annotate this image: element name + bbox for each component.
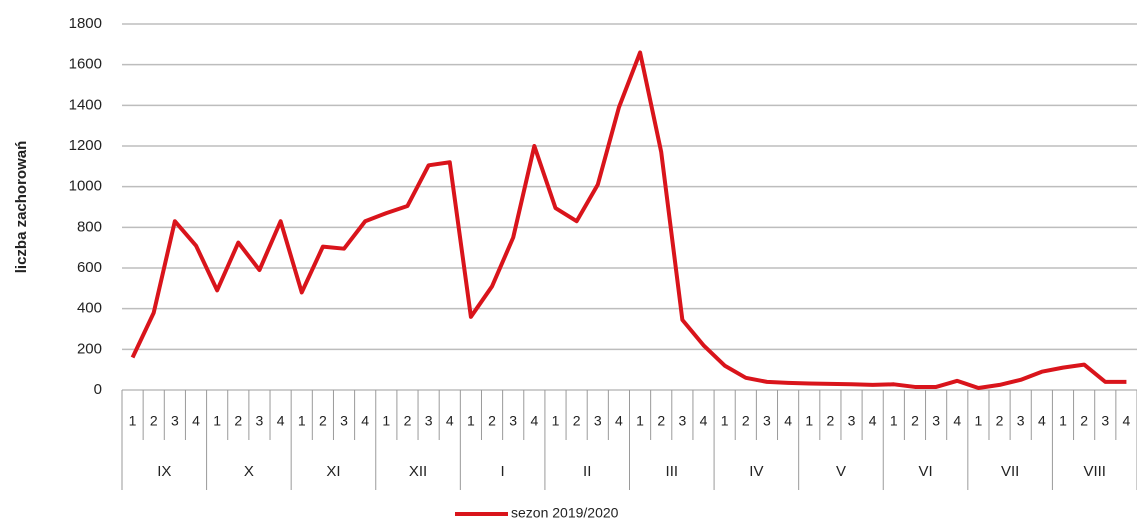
x-tick-label: 3 [425, 413, 433, 429]
x-tick-label: 4 [446, 413, 454, 429]
y-tick-label: 1000 [69, 178, 102, 195]
y-tick-label: 600 [77, 259, 102, 276]
x-tick-label: 3 [171, 413, 179, 429]
x-tick-label: 1 [975, 413, 983, 429]
x-group-label: IX [157, 463, 171, 480]
x-tick-label: 2 [234, 413, 242, 429]
x-tick-label: 3 [594, 413, 602, 429]
x-tick-label: 4 [953, 413, 961, 429]
x-tick-label: 3 [256, 413, 264, 429]
x-tick-label: 2 [404, 413, 412, 429]
x-group-label: VII [1001, 463, 1019, 480]
x-tick-label: 1 [467, 413, 475, 429]
x-tick-label: 2 [657, 413, 665, 429]
x-tick-label: 1 [298, 413, 306, 429]
x-group-label: V [836, 463, 846, 480]
x-tick-label: 4 [1038, 413, 1046, 429]
y-tick-label: 400 [77, 300, 102, 317]
y-tick-label: 200 [77, 340, 102, 357]
x-tick-label: 2 [1080, 413, 1088, 429]
x-tick-label: 1 [382, 413, 390, 429]
x-group-label: VI [918, 463, 932, 480]
x-tick-label: 2 [742, 413, 750, 429]
x-tick-label: 3 [763, 413, 771, 429]
x-tick-label: 1 [890, 413, 898, 429]
x-tick-label: 1 [721, 413, 729, 429]
x-tick-label: 3 [932, 413, 940, 429]
x-group-label: II [583, 463, 591, 480]
x-tick-label: 3 [678, 413, 686, 429]
x-tick-label: 3 [848, 413, 856, 429]
y-tick-label: 1400 [69, 96, 102, 113]
y-tick-label: 1800 [69, 15, 102, 32]
x-tick-label: 1 [805, 413, 813, 429]
x-tick-label: 2 [150, 413, 158, 429]
x-tick-label: 2 [911, 413, 919, 429]
x-tick-label: 4 [361, 413, 369, 429]
x-tick-label: 2 [319, 413, 327, 429]
x-tick-label: 2 [826, 413, 834, 429]
x-group-label: I [501, 463, 505, 480]
x-tick-label: 3 [340, 413, 348, 429]
x-tick-label: 4 [700, 413, 708, 429]
x-group-label: XI [326, 463, 340, 480]
y-tick-label: 1200 [69, 137, 102, 154]
y-tick-label: 1600 [69, 56, 102, 73]
x-tick-label: 4 [277, 413, 285, 429]
x-group-label: VIII [1083, 463, 1106, 480]
x-tick-label: 1 [213, 413, 221, 429]
x-tick-label: 1 [552, 413, 560, 429]
x-tick-label: 3 [1017, 413, 1025, 429]
x-group-label: X [244, 463, 254, 480]
x-tick-label: 3 [1101, 413, 1109, 429]
x-tick-label: 4 [784, 413, 792, 429]
y-tick-label: 800 [77, 218, 102, 235]
x-tick-label: 2 [573, 413, 581, 429]
legend-label: sezon 2019/2020 [511, 505, 619, 521]
x-tick-label: 4 [615, 413, 623, 429]
x-tick-label: 1 [636, 413, 644, 429]
x-tick-label: 4 [869, 413, 877, 429]
y-axis-label: liczba zachorowań [13, 141, 30, 274]
x-tick-label: 2 [488, 413, 496, 429]
x-group-label: III [666, 463, 679, 480]
y-tick-label: 0 [94, 381, 102, 398]
x-tick-label: 1 [129, 413, 137, 429]
data-line [130, 50, 1127, 390]
x-tick-label: 1 [1059, 413, 1067, 429]
x-tick-label: 4 [1123, 413, 1131, 429]
x-tick-label: 4 [530, 413, 538, 429]
x-group-label: XII [409, 463, 427, 480]
x-tick-label: 4 [192, 413, 200, 429]
x-tick-label: 3 [509, 413, 517, 429]
x-tick-label: 2 [996, 413, 1004, 429]
x-group-label: IV [749, 463, 763, 480]
